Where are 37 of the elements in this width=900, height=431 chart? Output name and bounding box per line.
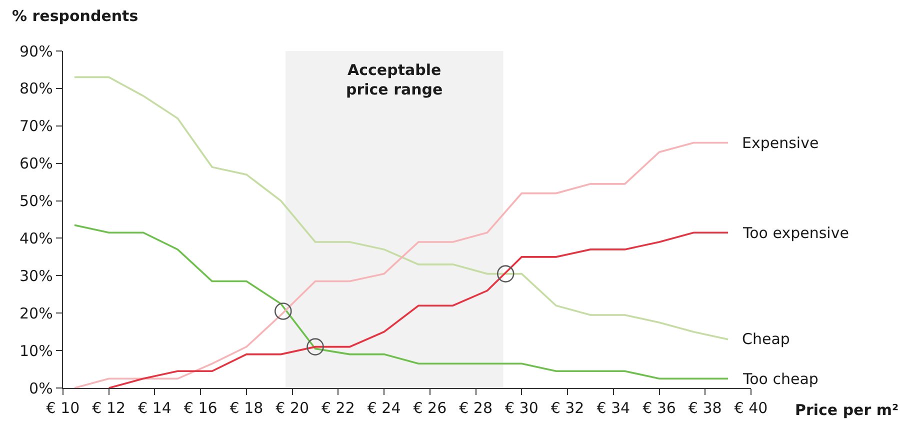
x-tick-label: € 24 — [367, 399, 401, 418]
x-tick-label: € 28 — [459, 399, 493, 418]
point — [306, 338, 324, 356]
x-tick-label: € 14 — [138, 399, 172, 418]
x-tick-label: € 20 — [276, 399, 310, 418]
series-label: Too cheap — [742, 370, 818, 388]
x-tick-label: € 34 — [596, 399, 630, 418]
series-label: Too expensive — [742, 224, 849, 242]
y-tick-label: 90% — [20, 42, 53, 60]
point — [496, 265, 514, 282]
x-tick-label: € 30 — [504, 399, 538, 418]
series-label: Cheap — [742, 330, 790, 348]
series-label: Expensive — [742, 134, 819, 152]
band-label: Acceptable price range — [346, 61, 443, 98]
x-tick-label: € 26 — [413, 399, 447, 418]
y-tick-label: 30% — [20, 266, 53, 285]
y-tick-label: 70% — [20, 117, 53, 136]
y-tick-label: 80% — [20, 80, 53, 98]
x-tick-label: € 16 — [184, 399, 218, 418]
y-tick-label: 0% — [29, 379, 53, 398]
y-tick-label: 50% — [20, 192, 53, 210]
x-tick-label: € 36 — [642, 399, 676, 418]
x-tick-label: € 18 — [230, 399, 264, 418]
x-tick-label: € 40 — [734, 399, 768, 418]
line-series — [74, 142, 729, 388]
y-tick-label: 20% — [20, 304, 53, 322]
x-tick-label: € 10 — [46, 399, 80, 418]
x-tick-label: € 32 — [550, 399, 584, 418]
point — [274, 302, 292, 320]
y-axis-title: % respondents — [12, 7, 138, 25]
x-tick-label: € 12 — [92, 399, 126, 418]
x-tick-label: € 22 — [321, 399, 355, 418]
y-tick-label: 40% — [20, 229, 53, 248]
x-axis-title: Price per m² — [795, 401, 899, 419]
y-tick-label: 60% — [20, 154, 53, 173]
y-tick-label: 10% — [20, 342, 53, 360]
x-tick-label: € 38 — [688, 399, 722, 418]
